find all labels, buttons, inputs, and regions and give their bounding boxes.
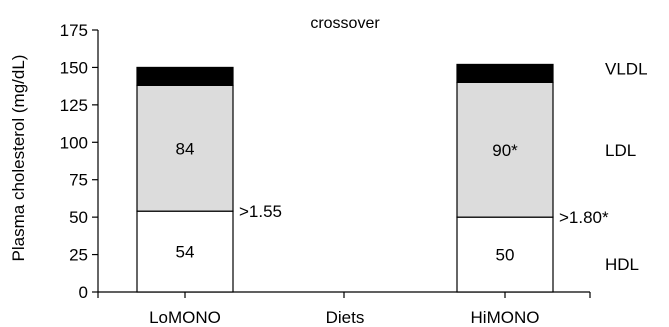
- y-tick-label: 125: [60, 96, 88, 115]
- bar-segment-vldl: [456, 63, 554, 84]
- bar-segment-hdl: [456, 216, 554, 293]
- y-tick-label: 0: [79, 283, 88, 302]
- bar-value-label: 151: [171, 67, 199, 86]
- ratio-annotation: >1.80*: [559, 208, 609, 227]
- y-axis-label: Plasma cholesterol (mg/dL): [9, 55, 28, 262]
- bar-value-label: 54: [176, 243, 195, 262]
- segment-label-ldl: LDL: [605, 141, 636, 160]
- bar-segment-vldl: [136, 66, 234, 86]
- segment-label-vldl: VLDL: [605, 59, 648, 78]
- chart-title: crossover: [310, 15, 380, 32]
- ratio-annotation: >1.55: [239, 202, 282, 221]
- bar-value-label: 155: [491, 64, 519, 83]
- bar-segment-hdl: [136, 210, 234, 293]
- bar-value-labels: 54 84 151 >1.55 50 90* 155 >1.80*: [171, 64, 609, 264]
- y-tick-label: 50: [69, 208, 88, 227]
- y-axis-ticks: 0 25 50 75 100 125 150 175: [60, 21, 98, 302]
- segment-label-hdl: HDL: [605, 255, 639, 274]
- x-axis-ticks: LoMONO HiMONO: [97, 292, 591, 327]
- bar-segment-ldl: [456, 81, 554, 218]
- bar-segment-ldl: [136, 84, 234, 212]
- bar-stacks: [136, 63, 554, 293]
- segment-labels: HDL LDL VLDL: [605, 59, 648, 274]
- y-tick-label: 25: [69, 246, 88, 265]
- y-tick-label: 150: [60, 58, 88, 77]
- y-tick-label: 75: [69, 171, 88, 190]
- x-tick-label: HiMONO: [471, 308, 540, 327]
- y-tick-label: 175: [60, 21, 88, 40]
- y-tick-label: 100: [60, 133, 88, 152]
- bar-value-label: 90*: [492, 141, 518, 160]
- x-axis-label: Diets: [326, 308, 365, 327]
- bar-value-label: 50: [496, 246, 515, 265]
- bar-value-label: 84: [176, 139, 195, 158]
- x-tick-label: LoMONO: [149, 308, 221, 327]
